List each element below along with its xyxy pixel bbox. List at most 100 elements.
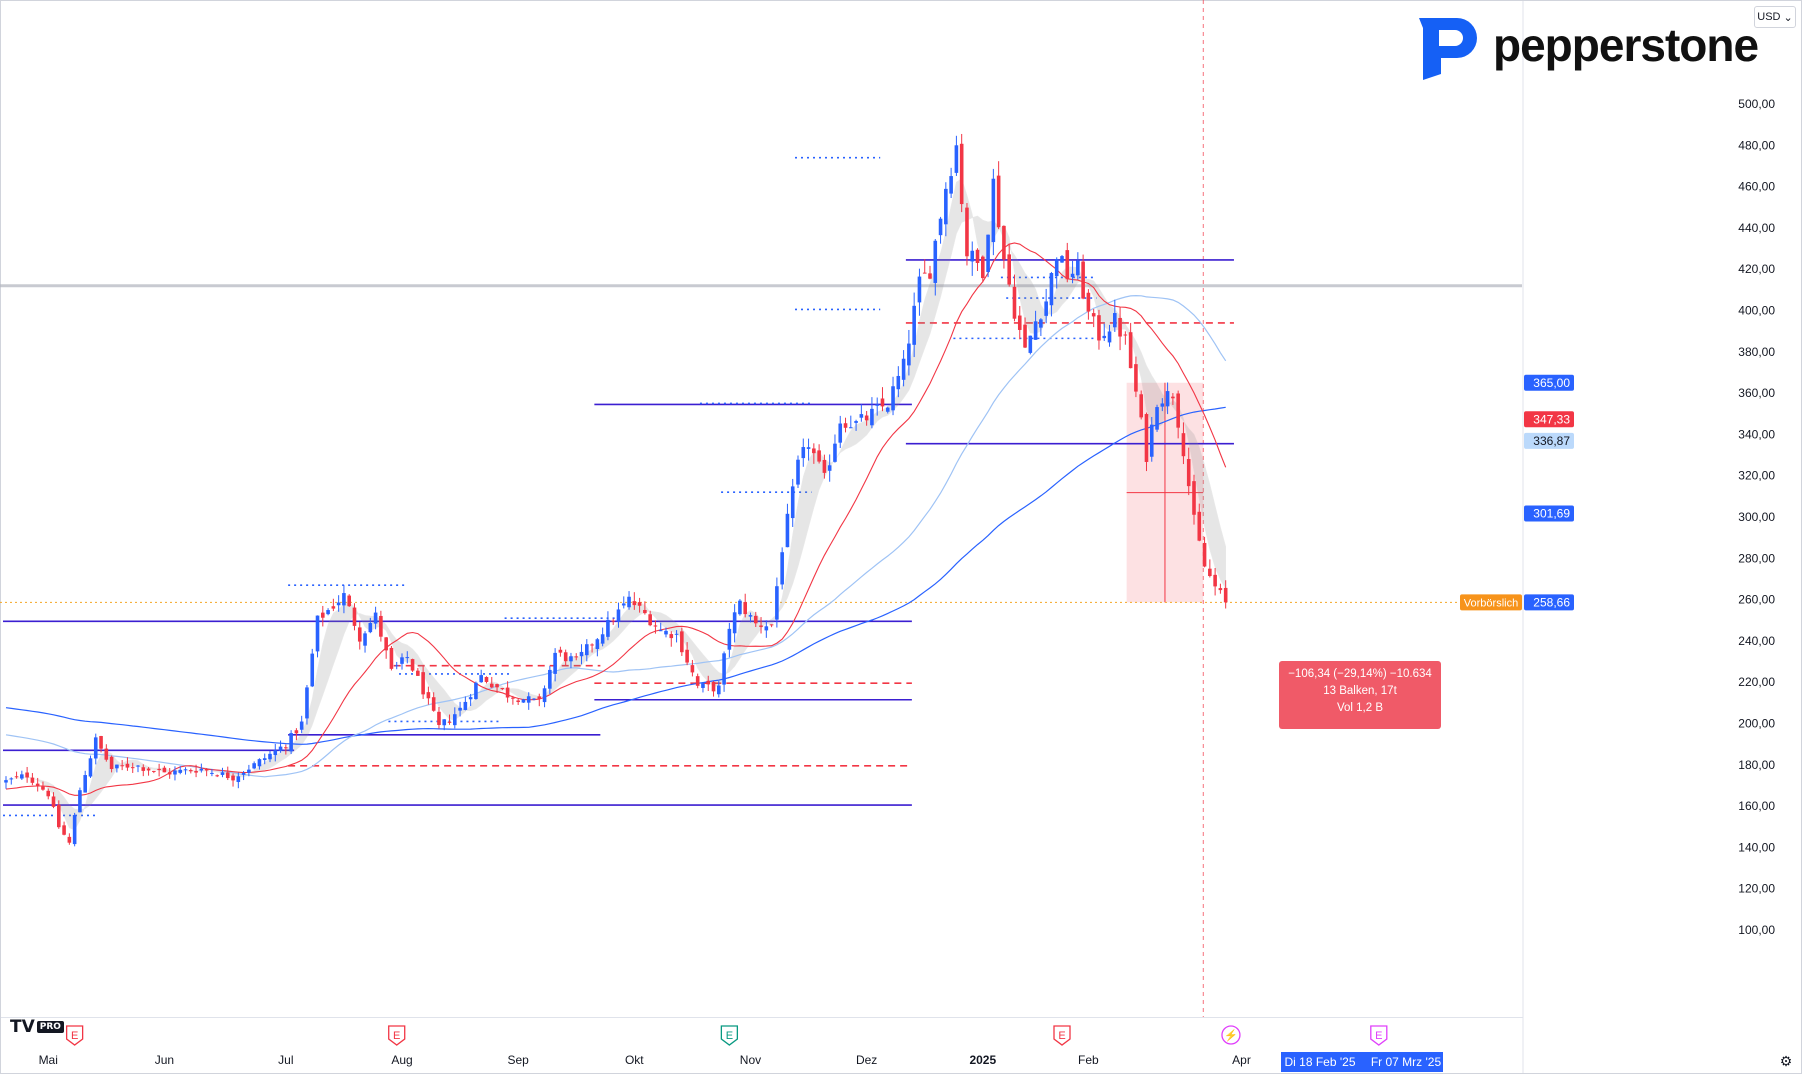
candle-184 xyxy=(975,248,980,272)
candle-body-62 xyxy=(331,606,336,609)
candle-body-151 xyxy=(801,447,806,459)
candle-220 xyxy=(1165,382,1170,415)
candle-body-229 xyxy=(1213,574,1217,587)
candle-body-222 xyxy=(1176,393,1180,428)
candle-body-71 xyxy=(379,615,383,637)
candle-42 xyxy=(225,766,230,781)
candle-64 xyxy=(342,585,346,614)
candle-164 xyxy=(870,397,874,429)
moving-averages xyxy=(5,178,1227,831)
candle-body-69 xyxy=(368,623,373,633)
candle-body-195 xyxy=(1033,321,1038,340)
event-label: E xyxy=(1058,1030,1065,1042)
candle-62 xyxy=(331,598,336,612)
candle-body-114 xyxy=(606,619,610,637)
candle-200 xyxy=(1060,254,1064,263)
candle-199 xyxy=(1054,257,1059,289)
price-label-text-2: 336,87 xyxy=(1533,434,1570,448)
candle-55 xyxy=(294,728,299,741)
candle-body-142 xyxy=(753,615,758,624)
candle-body-176 xyxy=(933,240,938,283)
candle-body-45 xyxy=(241,772,246,775)
candle-104 xyxy=(553,648,557,682)
candle-160 xyxy=(849,415,853,429)
candle-177 xyxy=(938,216,943,244)
candle-159 xyxy=(843,417,848,433)
candle-9 xyxy=(51,792,56,809)
candle-32 xyxy=(173,766,177,781)
candle-body-153 xyxy=(812,448,816,454)
candle-body-76 xyxy=(405,657,410,659)
time-label-2: Jul xyxy=(278,1053,293,1067)
candle-body-179 xyxy=(949,176,953,194)
candle-223 xyxy=(1181,422,1186,465)
candle-body-90 xyxy=(479,675,483,683)
candle-body-167 xyxy=(885,407,890,412)
time-label-3: Aug xyxy=(391,1053,412,1067)
date-range-badge xyxy=(1281,1052,1443,1072)
candle-17 xyxy=(93,733,98,765)
candle-body-111 xyxy=(590,644,594,646)
candle-body-31 xyxy=(167,772,172,775)
tradingview-logo[interactable]: TV PRO xyxy=(10,1017,64,1037)
candle-body-5 xyxy=(30,777,35,783)
event-badge xyxy=(1053,1025,1071,1046)
candle-body-217 xyxy=(1149,424,1154,457)
candle-143 xyxy=(759,617,763,634)
candle-54 xyxy=(289,730,293,755)
candle-body-150 xyxy=(796,459,800,485)
candle-body-126 xyxy=(669,634,674,639)
candle-body-35 xyxy=(189,770,193,772)
candle-body-66 xyxy=(352,607,357,626)
candle-body-50 xyxy=(268,753,272,760)
candle-53 xyxy=(284,744,288,755)
candle-59 xyxy=(315,615,320,658)
candle-body-37 xyxy=(199,768,204,771)
candle-211 xyxy=(1118,307,1122,351)
candle-210 xyxy=(1113,299,1117,332)
candle-body-227 xyxy=(1202,542,1207,567)
candle-body-43 xyxy=(231,775,235,781)
event-markers[interactable]: E E E E E ⚡ xyxy=(65,1025,1388,1046)
candle-204 xyxy=(1081,254,1085,300)
price-axis[interactable]: 100,00 120,00 140,00 160,00 180,00 200,00 220,… xyxy=(1460,97,1775,937)
price-label-text-1: 347,33 xyxy=(1533,412,1570,426)
candle-0 xyxy=(4,776,8,789)
candle-body-164 xyxy=(870,408,874,426)
candle-157 xyxy=(833,434,837,463)
price-label-badge-4 xyxy=(1524,594,1574,611)
candle-body-46 xyxy=(247,769,251,773)
candle-222 xyxy=(1176,390,1180,439)
measure-change: −106,34 (−29,14%) −10.634 xyxy=(1288,668,1432,680)
candle-body-121 xyxy=(643,609,647,614)
candle-body-144 xyxy=(764,626,769,631)
price-label-text-4: 258,66 xyxy=(1533,595,1570,609)
candle-215 xyxy=(1139,390,1143,420)
candle-44 xyxy=(236,772,241,789)
candle-58 xyxy=(310,648,315,688)
candle-37 xyxy=(199,763,204,773)
candle-body-21 xyxy=(115,764,119,769)
currency-selector[interactable]: USD ⌄ xyxy=(1754,6,1796,28)
candle-178 xyxy=(944,182,948,237)
time-label-7: Dez xyxy=(856,1053,877,1067)
candle-body-201 xyxy=(1065,250,1070,280)
candle-10 xyxy=(57,800,61,829)
candle-body-107 xyxy=(569,656,573,662)
candle-126 xyxy=(669,631,674,647)
candle-body-188 xyxy=(996,175,1001,228)
candle-207 xyxy=(1097,309,1101,350)
candle-body-55 xyxy=(294,730,299,734)
candle-130 xyxy=(690,659,695,677)
time-axis[interactable]: MaiJunJulAugSepOktNovDez2025FebAprMaiDi … xyxy=(39,1052,1793,1072)
candle-118 xyxy=(627,591,631,610)
candle-body-91 xyxy=(484,677,489,682)
candle-226 xyxy=(1197,503,1202,542)
candle-85 xyxy=(453,707,457,729)
candle-body-17 xyxy=(93,737,98,759)
candle-body-19 xyxy=(104,748,109,760)
candle-107 xyxy=(569,652,573,669)
candle-body-207 xyxy=(1097,315,1101,341)
